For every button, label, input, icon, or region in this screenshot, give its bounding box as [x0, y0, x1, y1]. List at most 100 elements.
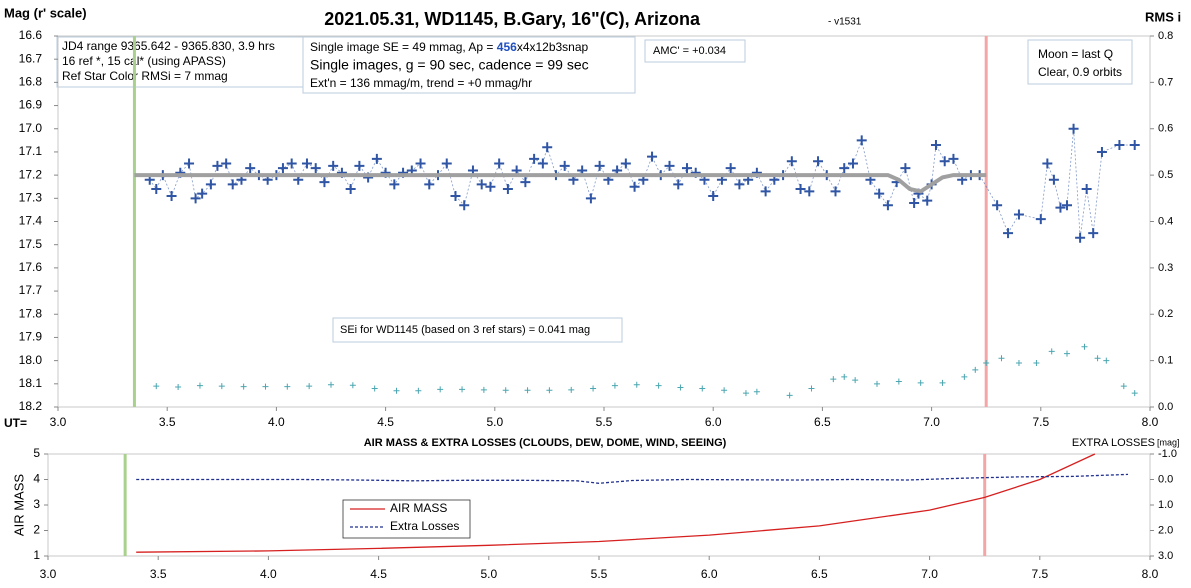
data-point [611, 382, 618, 389]
data-point [328, 381, 334, 388]
note: x4x12b3snap [517, 40, 589, 54]
data-point [277, 163, 288, 174]
data-point [839, 163, 850, 174]
series-line [136, 453, 1096, 553]
y-tick-label: 18.2 [19, 399, 43, 413]
data-point [371, 153, 382, 164]
data-point [961, 373, 968, 380]
y2-tick-label: 0.2 [1158, 308, 1173, 320]
data-point [647, 151, 658, 162]
y-tick-label: 17.1 [19, 144, 43, 158]
y-tick-label: 18.0 [19, 353, 43, 367]
data-point [760, 186, 771, 197]
y2-tick-label: 0.0 [1158, 401, 1173, 413]
x-tick-label: 8.0 [1142, 567, 1159, 581]
data-point [218, 383, 225, 390]
data-point [917, 379, 924, 386]
data-point [441, 158, 452, 169]
y-tick-label: 16.8 [19, 75, 43, 89]
data-point [476, 179, 487, 190]
data-point [673, 179, 684, 190]
data-point [1062, 200, 1073, 211]
x-tick-label: 4.5 [377, 415, 394, 429]
data-point [328, 160, 339, 171]
y2-tick-label: 0.7 [1158, 76, 1173, 88]
data-point [196, 382, 203, 389]
data-point [1094, 355, 1101, 362]
data-point [520, 177, 531, 188]
data-point [284, 383, 291, 390]
x-tick-label: 5.0 [480, 567, 497, 581]
version: - v1531 [828, 17, 862, 28]
data-point [190, 193, 201, 204]
data-point [677, 384, 684, 391]
data-point [542, 142, 553, 153]
note-box [302, 36, 636, 94]
data-point [1088, 228, 1099, 239]
data-point [349, 382, 356, 389]
y2-axis-unit: [mag] [1157, 437, 1180, 447]
y-tick-label: 17.3 [19, 190, 43, 204]
data-point [972, 366, 979, 373]
data-point [393, 387, 400, 394]
note: Moon = last Q [1038, 47, 1113, 61]
data-point [753, 388, 760, 395]
y2-tick-label: 2.0 [1158, 524, 1173, 536]
y-axis-label: Mag (r' scale) [4, 5, 87, 20]
data-point [310, 163, 321, 174]
data-point [856, 135, 867, 146]
y-tick-label: 4 [33, 472, 40, 486]
data-point [804, 186, 815, 197]
data-point [1120, 383, 1127, 390]
data-point [998, 355, 1005, 362]
data-point [151, 184, 162, 195]
y2-axis-label: RMS i [1145, 9, 1181, 24]
x-tick-label: 3.0 [40, 567, 57, 581]
y2-tick-label: 0.4 [1158, 215, 1173, 227]
data-point [939, 379, 946, 386]
y-tick-label: 2 [33, 523, 40, 537]
data-point [166, 190, 177, 201]
x-tick-label: 6.0 [705, 415, 722, 429]
data-point [227, 179, 238, 190]
y2-tick-label: 3.0 [1158, 550, 1173, 562]
data-point [1129, 139, 1140, 150]
note-box [332, 317, 623, 343]
x-tick-label: 7.0 [923, 415, 940, 429]
x-tick-label: 7.5 [1031, 567, 1048, 581]
data-point [1131, 390, 1138, 397]
data-point [699, 385, 706, 392]
data-point [371, 385, 378, 392]
x-tick-label: 6.0 [701, 567, 718, 581]
x-tick-label: 3.5 [159, 415, 176, 429]
data-point [415, 387, 422, 394]
x-tick-label: 4.0 [268, 415, 285, 429]
data-point [909, 197, 920, 208]
y2-tick-label: 0.6 [1158, 123, 1173, 135]
data-point [813, 156, 824, 167]
data-point [895, 378, 902, 385]
data-point [437, 386, 444, 393]
y2-tick-label: 0.8 [1158, 30, 1173, 42]
data-point [153, 383, 160, 390]
data-point [742, 390, 749, 397]
data-point [922, 195, 933, 206]
data-point [629, 181, 640, 192]
series-line [136, 473, 1129, 484]
x-tick-label: 6.5 [814, 415, 831, 429]
data-point [1064, 350, 1071, 357]
data-point [874, 380, 880, 387]
data-point [559, 160, 570, 171]
x-tick-label: 5.5 [591, 567, 608, 581]
data-point [620, 158, 631, 169]
legend-box [342, 499, 471, 539]
data-point [948, 153, 959, 164]
note-box [1027, 39, 1133, 85]
note: Ref Star Color RMSi = 7 mmag [62, 69, 228, 83]
note: Single images, g = 90 sec, cadence = 99 … [310, 57, 589, 73]
note: JD4 range 9365.642 - 9365.830, 3.9 hrs [62, 39, 275, 53]
data-point [354, 160, 365, 171]
data-point [1075, 232, 1086, 243]
data-point [524, 387, 531, 394]
